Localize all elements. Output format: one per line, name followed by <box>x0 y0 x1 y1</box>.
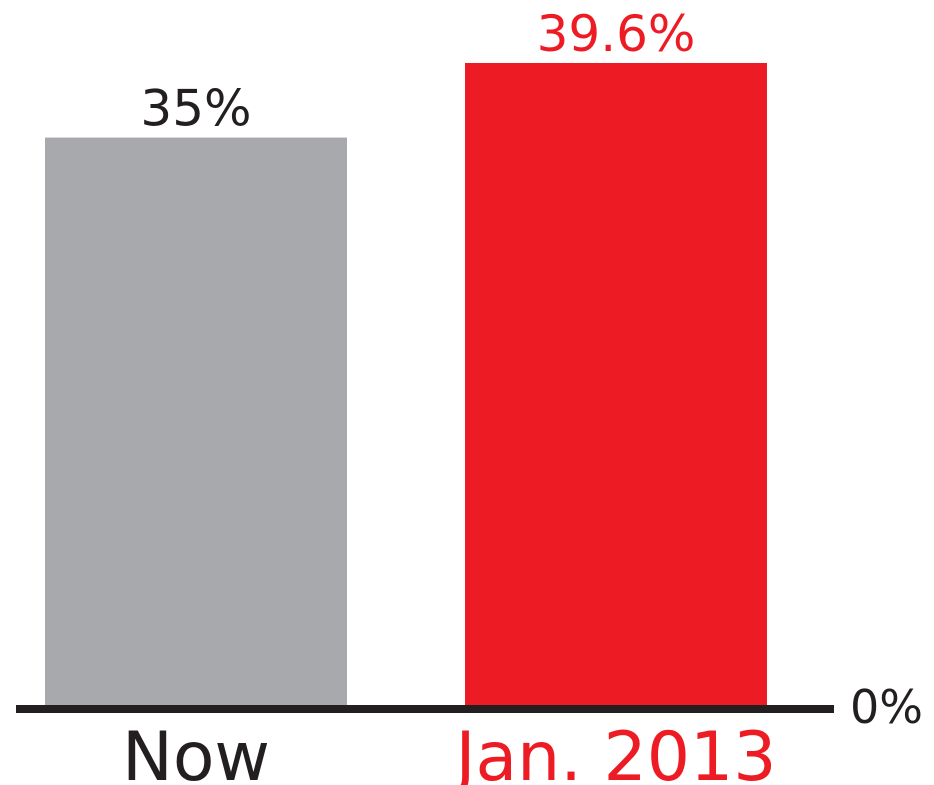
category-labels-group: Now Jan. 2013 <box>122 718 777 785</box>
value-label-1: 39.6% <box>537 5 696 63</box>
value-label-0: 35% <box>140 80 251 138</box>
category-label-0: Now <box>122 718 270 785</box>
baseline-zero-label: 0% <box>850 680 923 734</box>
bar-1 <box>465 63 767 705</box>
bar-0 <box>45 137 347 706</box>
category-label-1: Jan. 2013 <box>451 718 776 785</box>
value-labels-group: 35% 39.6% <box>140 5 695 138</box>
bars-group <box>45 63 767 706</box>
